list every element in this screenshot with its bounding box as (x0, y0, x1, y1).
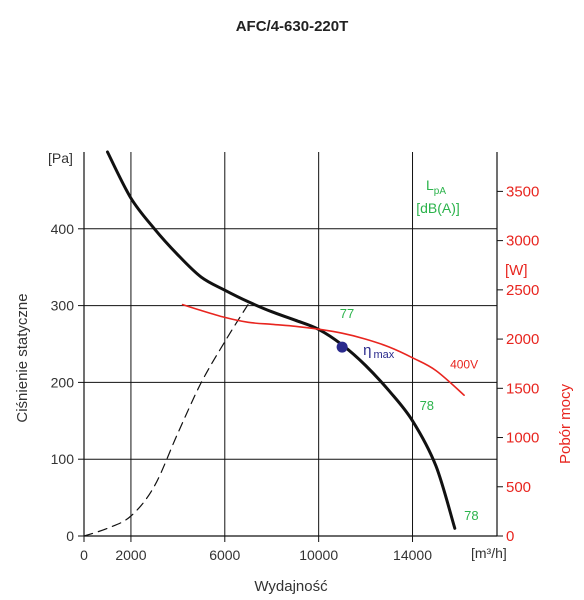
sound-title-sub: pA (434, 186, 447, 197)
y-tick-label-left: 0 (66, 528, 74, 544)
eta-max-point (336, 341, 348, 353)
x-tick-label: 10000 (299, 547, 338, 563)
y-axis-title-left: Ciśnienie statyczne (14, 293, 31, 422)
pressure-curve (106, 150, 457, 530)
x-tick-label: 6000 (209, 547, 240, 563)
series-layer: η max 77 78 78 400V (83, 150, 479, 537)
sound-level-label: 77 (340, 306, 354, 321)
y-tick-label-left: 100 (51, 451, 75, 467)
y-tick-label-right: 1000 (506, 430, 539, 447)
sound-legend: LpA [dB(A)] (416, 177, 460, 216)
system-curve (83, 303, 249, 537)
y-tick-label-right: 3500 (506, 183, 539, 200)
sound-title-main: L (426, 177, 434, 193)
x-axis-title: Wydajność (254, 578, 328, 595)
sound-level-label: 78 (464, 508, 478, 523)
y-tick-label-right: 1500 (506, 380, 539, 397)
y-tick-label-right: 0 (506, 528, 514, 545)
y-tick-label-left: 400 (51, 221, 75, 237)
x-unit: [m³/h] (471, 545, 507, 561)
y-tick-label-left: 200 (51, 374, 75, 390)
chart-title: AFC/4-630-220T (236, 18, 349, 35)
sound-level-label: 78 (420, 398, 434, 413)
y-tick-label-right: 3000 (506, 233, 539, 250)
eta-symbol: η (363, 342, 371, 359)
x-tick-label: 0 (80, 547, 88, 563)
x-tick-label: 14000 (393, 547, 432, 563)
y-tick-label-right: 500 (506, 479, 531, 496)
sound-title: LpA (426, 177, 446, 197)
eta-max-label: η max (363, 342, 395, 361)
eta-subscript: max (373, 349, 394, 361)
power-curve-400v (181, 303, 465, 396)
sound-unit: [dB(A)] (416, 200, 460, 216)
y-tick-label-right: 2500 (506, 282, 539, 299)
x-tick-label: 2000 (115, 547, 146, 563)
y-tick-label-right: 2000 (506, 331, 539, 348)
y-unit-right: [W] (505, 262, 528, 279)
y-axis-title-right: Pobór mocy (557, 383, 574, 464)
y-tick-label-left: 300 (51, 298, 75, 314)
power-curve-label: 400V (450, 358, 478, 372)
y-unit-left: [Pa] (48, 150, 73, 166)
